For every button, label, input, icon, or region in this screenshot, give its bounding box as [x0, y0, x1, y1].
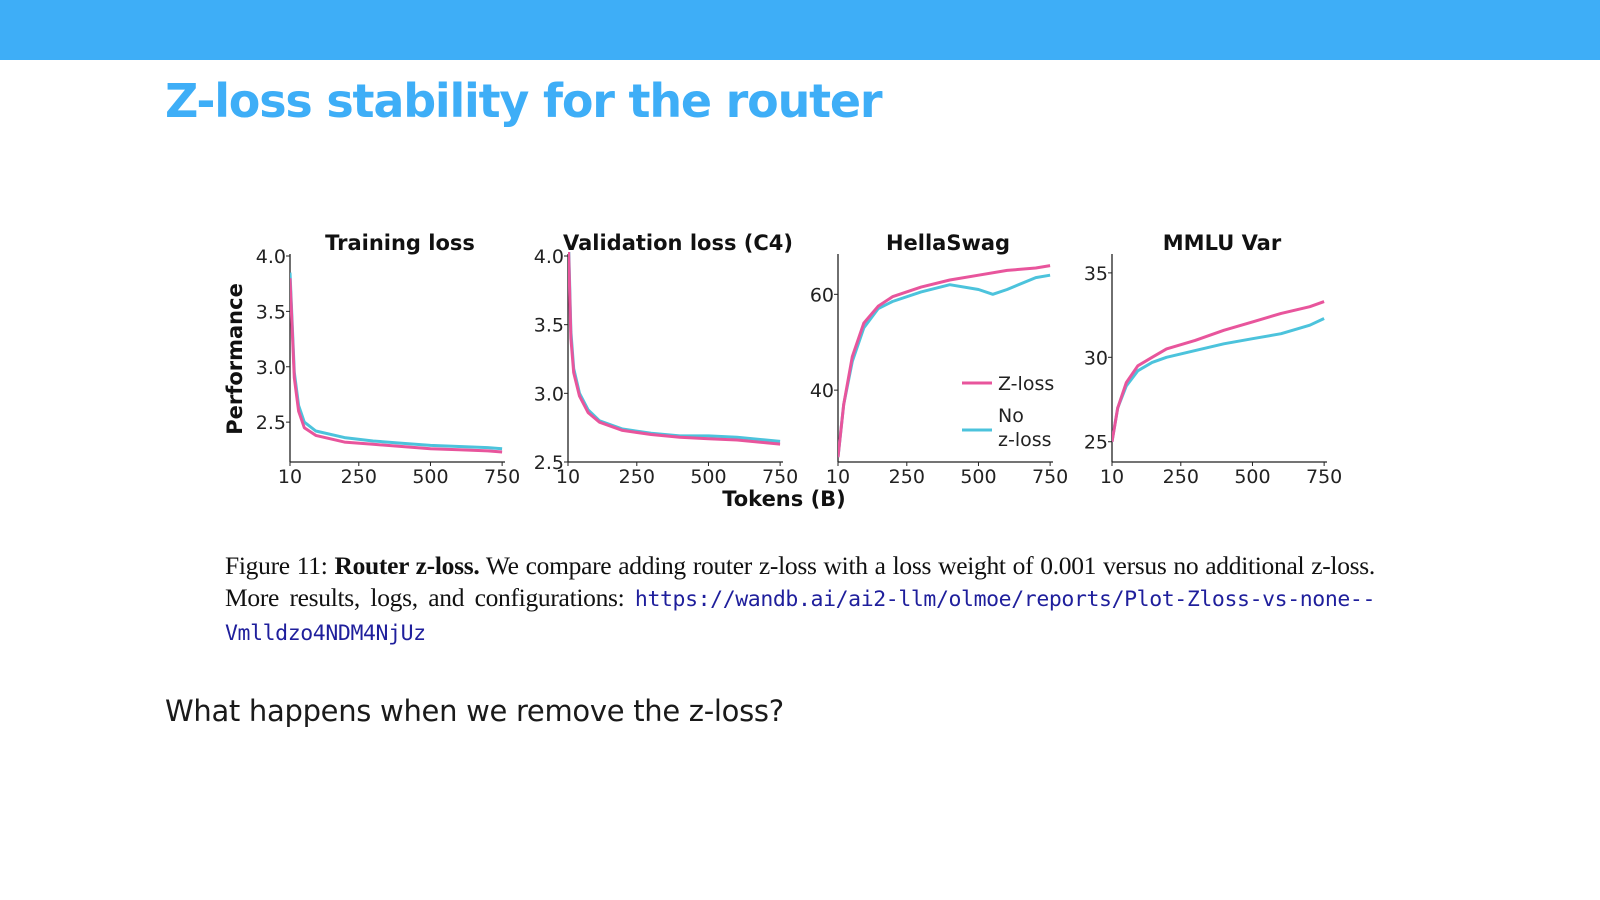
y-tick-label: 60 — [810, 284, 834, 306]
slide-title: Z-loss stability for the router — [165, 74, 883, 128]
y-axis-label: Performance — [223, 283, 247, 435]
x-tick-label: 750 — [1032, 466, 1068, 488]
figure-panels: Training loss 10 250 500 750 4.0 3.5 3.0 2.5 Perf… — [223, 231, 1342, 511]
y-tick-label: 2.5 — [534, 452, 564, 474]
panel-title: HellaSwag — [886, 231, 1010, 255]
y-tick-label: 30 — [1084, 347, 1108, 369]
x-tick-label: 750 — [484, 466, 520, 488]
caption-bold: Router z-loss. — [334, 551, 480, 580]
x-tick-label: 10 — [278, 466, 302, 488]
series-line — [838, 264, 1051, 458]
panel-title: Training loss — [325, 231, 475, 255]
x-tick-label: 10 — [556, 466, 580, 488]
y-tick-label: 3.5 — [534, 315, 564, 337]
y-tick-label: 3.5 — [256, 301, 286, 323]
legend-label-no-zloss-line1: No — [998, 405, 1024, 427]
series-line — [1112, 317, 1325, 442]
caption-text: We compare adding router z-loss with a l… — [225, 551, 1375, 612]
x-tick-label: 250 — [1163, 466, 1199, 488]
series-line — [1112, 300, 1325, 442]
x-axis-label: Tokens (B) — [722, 487, 846, 511]
y-tick-label: 4.0 — [256, 246, 286, 268]
y-tick-label: 3.0 — [256, 357, 286, 379]
x-tick-label: 250 — [889, 466, 925, 488]
y-tick-label: 2.5 — [256, 412, 286, 434]
x-tick-label: 500 — [960, 466, 996, 488]
x-tick-label: 10 — [1100, 466, 1124, 488]
x-tick-label: 500 — [412, 466, 448, 488]
y-tick-label: 40 — [810, 380, 834, 402]
series-line — [290, 278, 503, 454]
y-tick-label: 3.0 — [534, 383, 564, 405]
y-tick-label: 4.0 — [534, 246, 564, 268]
legend-label-zloss: Z-loss — [998, 373, 1054, 395]
x-tick-label: 250 — [619, 466, 655, 488]
y-tick-label: 35 — [1084, 263, 1108, 285]
panel-title: MMLU Var — [1163, 231, 1282, 255]
panel-title: Validation loss (C4) — [563, 231, 793, 255]
x-tick-label: 500 — [690, 466, 726, 488]
x-tick-label: 750 — [1306, 466, 1342, 488]
caption-link[interactable]: https://wandb.ai/ai2-llm/olmoe/reports/P… — [225, 587, 1376, 646]
top-accent-bar — [0, 0, 1600, 60]
x-tick-label: 250 — [341, 466, 377, 488]
series-line — [290, 272, 503, 451]
slide-question: What happens when we remove the z-loss? — [165, 694, 784, 728]
figure-caption: Figure 11: Router z-loss. We compare add… — [225, 550, 1375, 650]
caption-prefix: Figure 11: — [225, 551, 328, 580]
x-tick-label: 10 — [826, 466, 850, 488]
x-tick-label: 750 — [762, 466, 798, 488]
y-tick-label: 25 — [1084, 432, 1108, 454]
x-tick-label: 500 — [1234, 466, 1270, 488]
legend-label-no-zloss-line2: z-loss — [998, 429, 1052, 451]
series-line — [568, 252, 781, 446]
